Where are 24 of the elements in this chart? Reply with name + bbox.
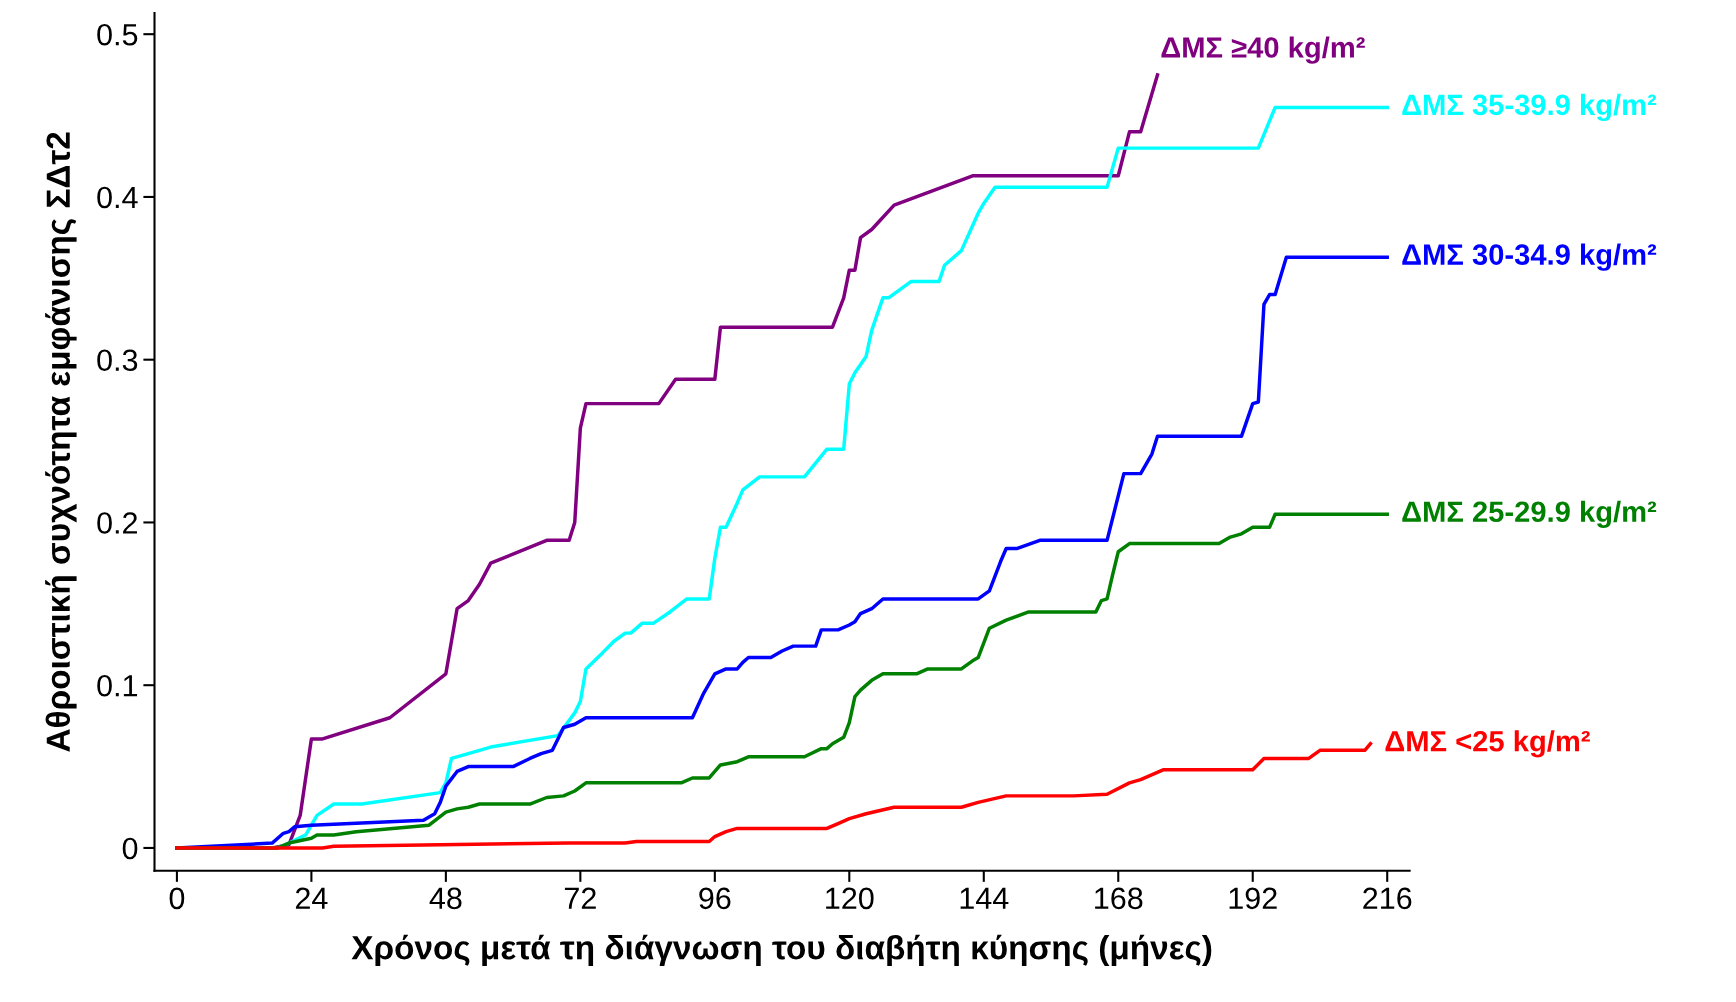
x-tick-label: 168: [1095, 887, 1143, 910]
y-tick-label: 0: [122, 837, 138, 860]
x-tick-label: 120: [826, 887, 874, 910]
x-tick-label: 144: [960, 887, 1009, 909]
x-tick-label: 24: [295, 887, 328, 909]
y-tick-label: 0.5: [97, 23, 138, 46]
y-tick-label: 0.3: [97, 349, 138, 372]
x-axis-title: Χρόνος μετά τη διάγνωση του διαβήτη κύησης (μήνες): [351, 934, 1212, 967]
x-tick-label: 48: [429, 887, 462, 910]
series-label: ΔΜΣ 35-39.9 kg/m²: [1402, 93, 1657, 122]
series-label: ΔΜΣ 25-29.9 kg/m²: [1402, 500, 1657, 528]
x-tick-label: 0: [169, 887, 185, 910]
y-axis-title: Αθροιστική συχνότητα εμφάνισης ΣΔτ2: [45, 132, 77, 752]
x-tick-label: 216: [1363, 887, 1412, 910]
series-label: ΔΜΣ 30-34.9 kg/m²: [1402, 243, 1657, 271]
x-tick-label: 72: [564, 887, 596, 909]
y-tick-label: 0.4: [97, 186, 138, 209]
line-series: [175, 742, 1373, 850]
y-tick-label: 0.1: [97, 674, 138, 697]
x-tick-label: 192: [1229, 887, 1277, 910]
x-tick-label: 96: [699, 887, 731, 910]
series-label: ΔΜΣ <25 kg/m²: [1385, 730, 1590, 758]
y-tick-label: 0.2: [97, 512, 137, 534]
series-label: ΔΜΣ ≥40 kg/m²: [1161, 36, 1365, 64]
